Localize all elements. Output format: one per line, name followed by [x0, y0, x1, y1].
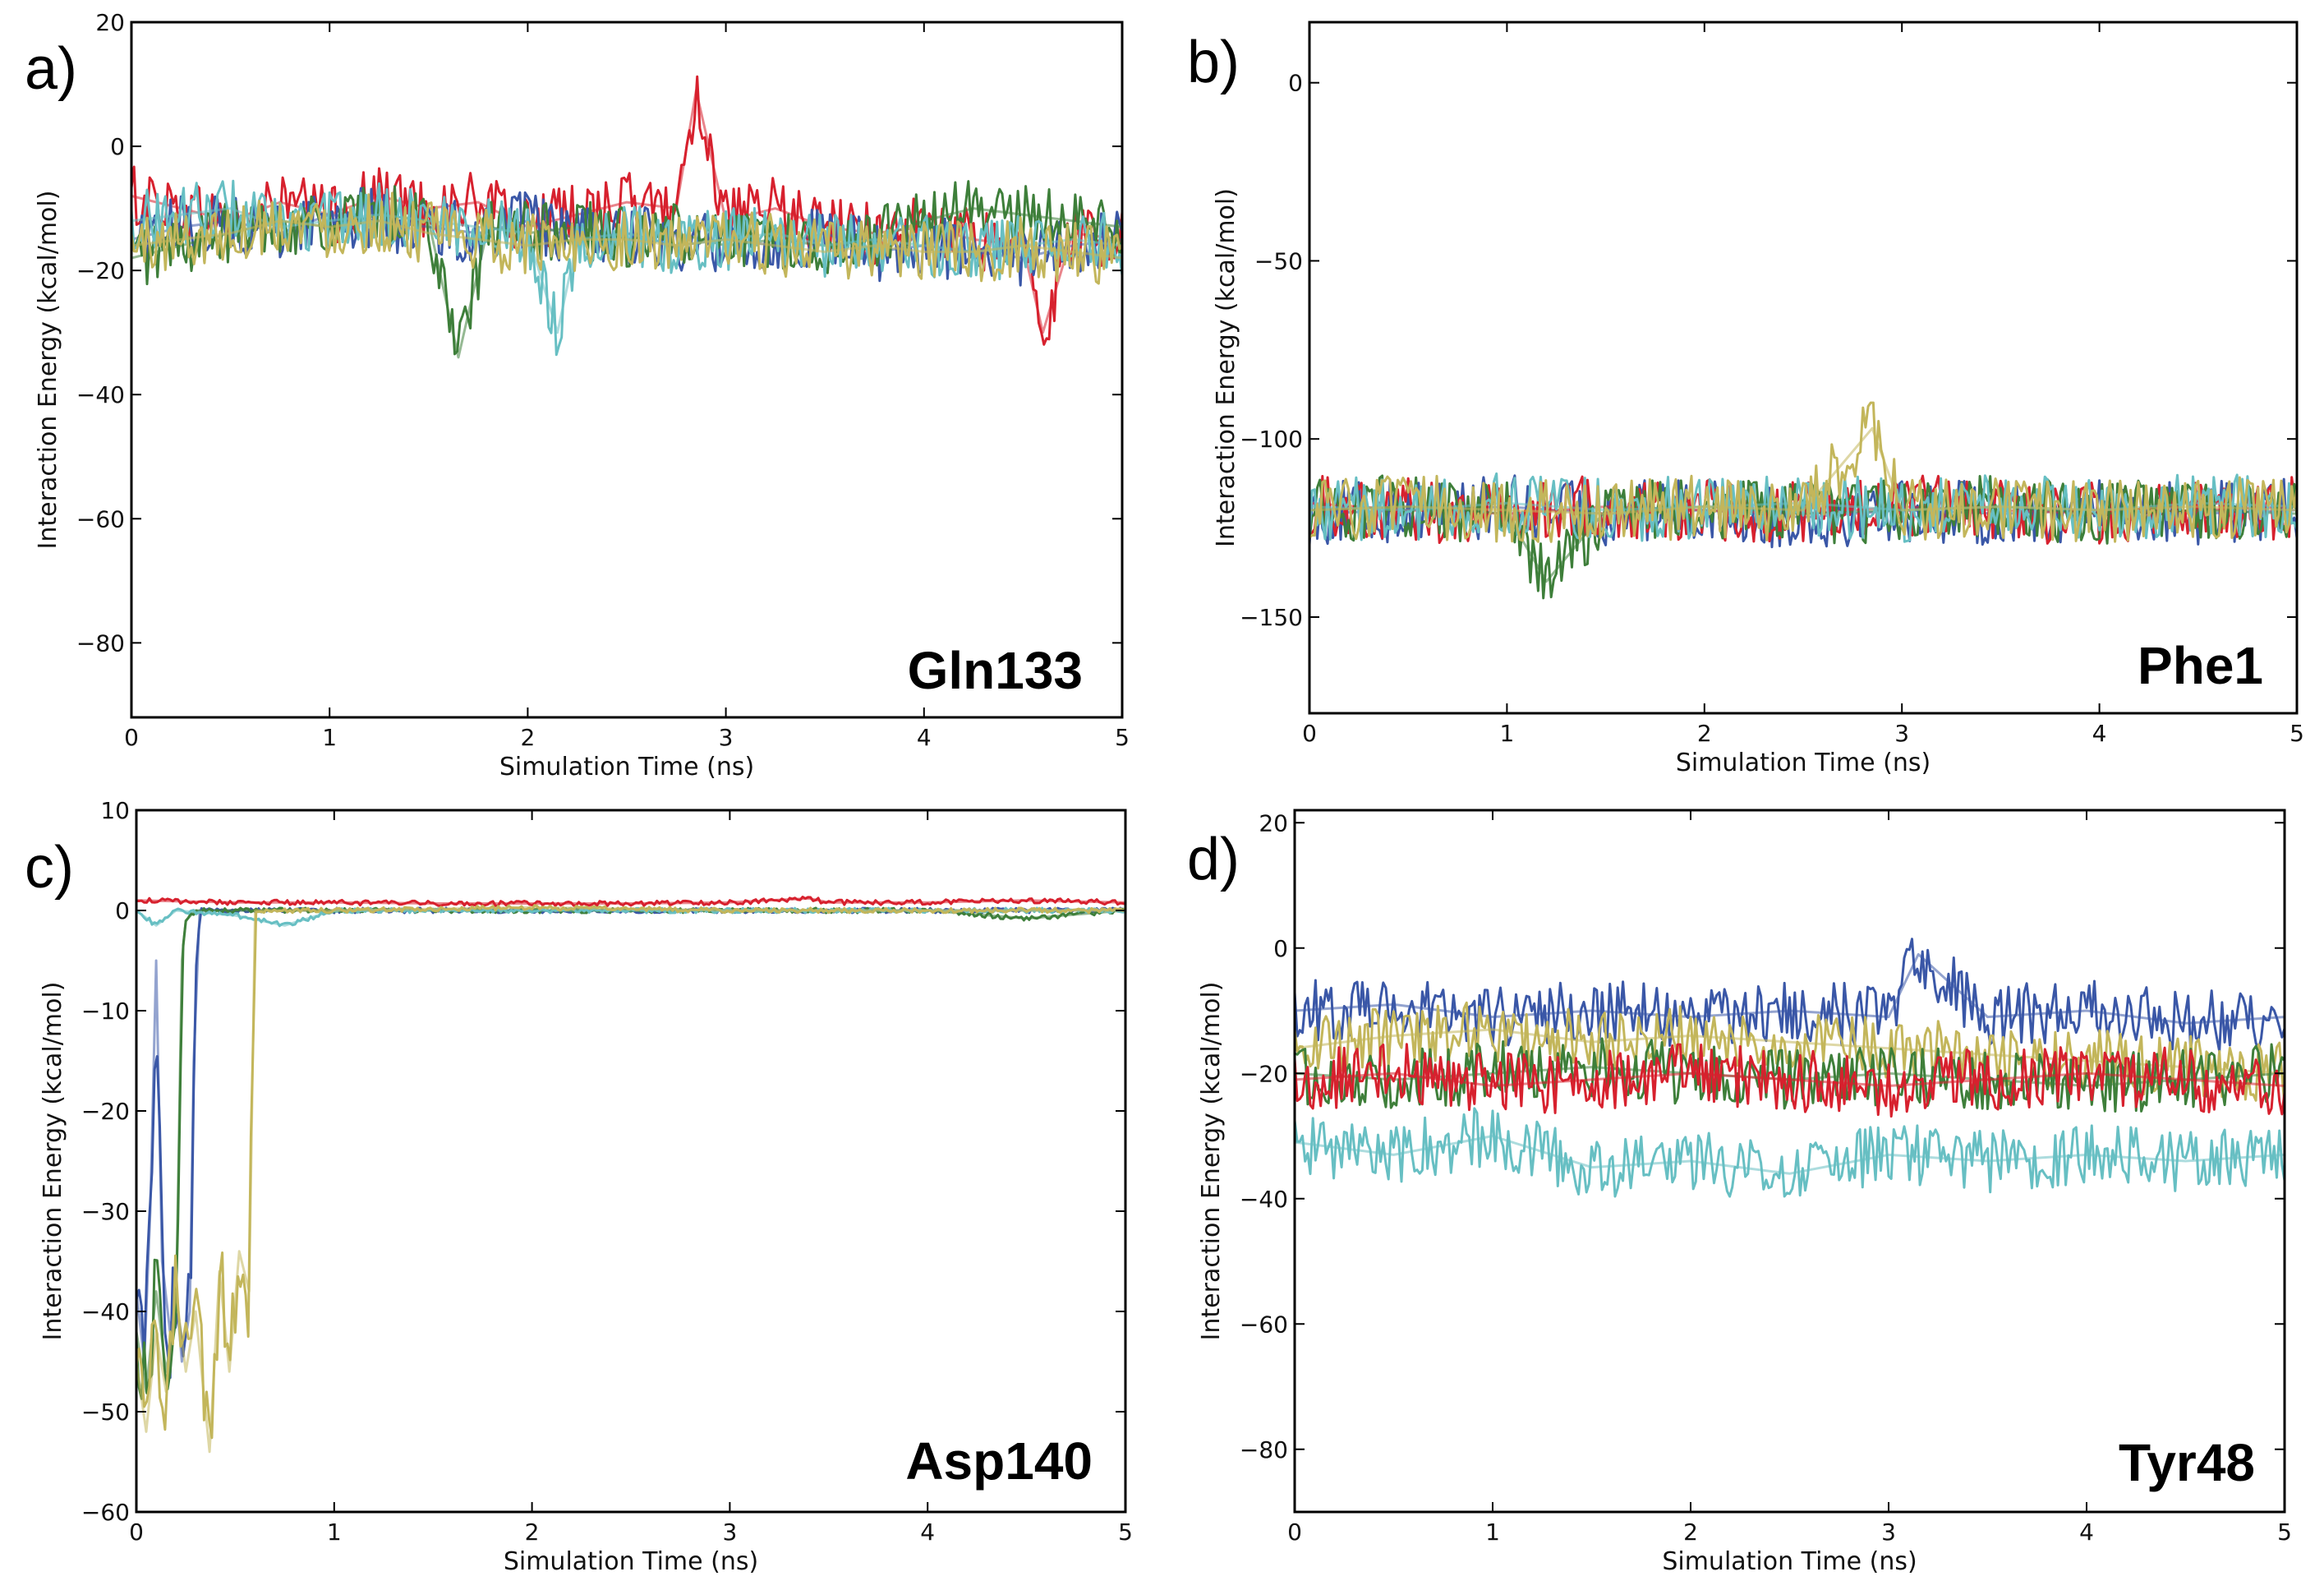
series-keyline-2: [136, 909, 1125, 1363]
x-tick-label: 4: [2079, 1519, 2094, 1546]
x-tick-label: 2: [525, 1519, 540, 1546]
series-line-5: [136, 904, 1125, 1440]
x-axis-label: Simulation Time (ns): [1676, 749, 1931, 777]
series-group: [136, 896, 1125, 1454]
plot-frame: [135, 809, 1127, 1514]
x-tick-label: 0: [124, 724, 139, 751]
x-tick-label: 2: [1683, 1519, 1698, 1546]
series-line-5: [1309, 401, 2297, 543]
series-line-4: [131, 179, 1122, 357]
x-tick-label: 3: [719, 724, 734, 751]
chart-panel-a: 0 1 2 3 4 5 20 0 −20 −40 −60 −80 Simulation Time (ns…: [25, 9, 1130, 781]
y-tick-label: −60: [81, 1499, 130, 1526]
plot-frame: [130, 21, 1124, 719]
series-keyline-5: [1309, 426, 2297, 515]
plot-frame: [1293, 809, 2286, 1514]
series-keyline-5: [136, 906, 1125, 1454]
y-tick-label: 0: [1288, 70, 1303, 97]
series-keyline-1: [1295, 952, 2285, 1025]
chart-panel-b: 0 1 2 3 4 5 0 −50 −100 −150 Simulation Time (ns) In…: [1187, 21, 2304, 777]
x-tick-label: 2: [520, 724, 535, 751]
series-line-3: [136, 906, 1125, 1400]
y-axis-label: Interaction Energy (kcal/mol): [1212, 188, 1240, 547]
y-tick-label: 20: [1259, 809, 1288, 836]
y-tick-label: 20: [95, 9, 125, 36]
x-tick-label: 5: [1115, 724, 1130, 751]
y-axis-label: Interaction Energy (kcal/mol): [39, 982, 67, 1341]
x-tick-label: 4: [917, 724, 932, 751]
y-tick-label: −10: [81, 998, 130, 1025]
y-tick-label: 0: [1273, 935, 1288, 962]
series-group: [1295, 938, 2285, 1198]
residue-annotation: Gln133: [908, 641, 1083, 700]
y-tick-label: −30: [81, 1198, 130, 1225]
x-tick-label: 3: [722, 1519, 737, 1546]
y-tick-label: −50: [81, 1399, 130, 1426]
x-tick-label: 0: [1302, 720, 1317, 747]
y-tick-label: −20: [81, 1098, 130, 1125]
x-tick-label: 5: [1118, 1519, 1133, 1546]
y-tick-label: 0: [110, 133, 125, 160]
series-keyline-3: [136, 909, 1125, 1394]
y-tick-label: −20: [1240, 1060, 1288, 1087]
y-tick-label: −60: [76, 505, 125, 532]
y-tick-label: −80: [76, 629, 125, 657]
y-tick-label: −40: [81, 1298, 130, 1325]
x-tick-label: 3: [1894, 720, 1909, 747]
y-tick-label: 10: [100, 797, 130, 824]
residue-annotation: Asp140: [905, 1431, 1093, 1491]
x-tick-label: 0: [1287, 1519, 1302, 1546]
panel-letter: d): [1187, 827, 1240, 892]
panel-letter: b): [1187, 30, 1240, 95]
series-keyline-1: [136, 896, 1125, 905]
x-tick-label: 5: [2289, 720, 2304, 747]
series-keyline-4: [1295, 1072, 2285, 1087]
x-axis-label: Simulation Time (ns): [1662, 1547, 1917, 1576]
panel-letter: c): [25, 835, 74, 901]
series-keyline-5: [131, 219, 1122, 260]
chart-panel-d: 0 1 2 3 4 5 20 0 −20 −40 −60 −80 Simulation Time (ns…: [1187, 809, 2292, 1576]
x-tick-label: 1: [1485, 1519, 1500, 1546]
series-line-1: [1295, 938, 2285, 1055]
series-line-4: [1295, 1043, 2285, 1118]
y-tick-label: −100: [1240, 426, 1303, 453]
y-tick-label: −20: [76, 257, 125, 284]
y-axis-label: Interaction Energy (kcal/mol): [1197, 982, 1226, 1341]
x-tick-label: 2: [1697, 720, 1712, 747]
x-axis-label: Simulation Time (ns): [499, 753, 754, 781]
series-line-2: [136, 906, 1125, 1380]
y-tick-label: −80: [1240, 1436, 1288, 1463]
x-tick-label: 3: [1881, 1519, 1896, 1546]
residue-annotation: Tyr48: [2119, 1433, 2255, 1492]
y-tick-label: −40: [1240, 1186, 1288, 1213]
x-tick-label: 1: [322, 724, 337, 751]
x-tick-label: 4: [920, 1519, 935, 1546]
x-tick-label: 1: [1499, 720, 1514, 747]
residue-annotation: Phe1: [2138, 636, 2263, 695]
panel-letter: a): [25, 36, 77, 102]
x-tick-label: 1: [327, 1519, 342, 1546]
y-tick-label: −50: [1254, 247, 1303, 274]
series-line-5: [1295, 1107, 2285, 1198]
x-tick-label: 0: [129, 1519, 144, 1546]
x-tick-label: 4: [2092, 720, 2107, 747]
series-line-5: [131, 191, 1122, 285]
y-axis-label: Interaction Energy (kcal/mol): [34, 191, 62, 550]
x-axis-label: Simulation Time (ns): [504, 1547, 758, 1576]
y-tick-label: 0: [115, 897, 130, 924]
series-group: [131, 75, 1122, 359]
plot-frame: [1308, 21, 2299, 715]
chart-panel-c: 0 1 2 3 4 5 10 0 −10 −20 −30 −40 −50 −60 Simulation Ti…: [25, 797, 1133, 1576]
y-tick-label: −150: [1240, 604, 1303, 631]
x-tick-label: 5: [2277, 1519, 2292, 1546]
series-group: [1309, 401, 2297, 600]
series-keyline-5: [1295, 1135, 2285, 1175]
y-tick-label: −40: [76, 381, 125, 408]
y-tick-label: −60: [1240, 1311, 1288, 1338]
